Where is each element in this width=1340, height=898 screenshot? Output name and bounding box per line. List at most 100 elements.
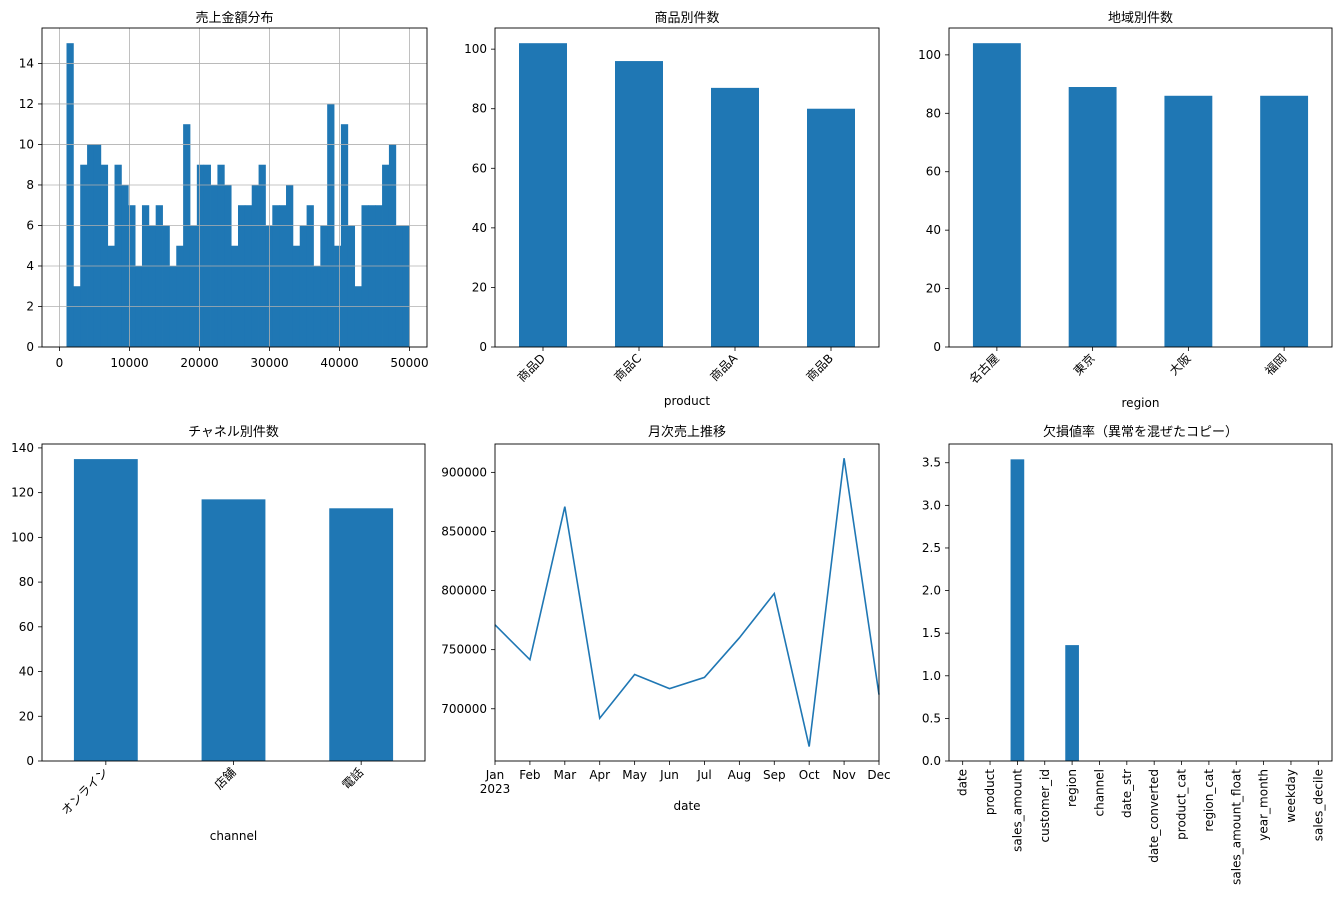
histogram-bar [93,144,102,347]
histogram-bar [128,205,136,347]
panel-sales-histogram: 売上金額分布 0 2 4 6 8 10 12 14 0 10000 20000 30000 40000 5… [19,10,429,370]
histogram-bar [107,245,115,347]
y-tick-label: 1.0 [922,669,941,683]
y-tick-label: 20 [472,280,487,294]
bar [1068,87,1117,347]
x-tick-label: Jul [696,768,711,782]
histogram-bar [334,245,342,347]
bar [1065,645,1079,761]
x-tick-label: region_cat [1202,769,1216,832]
x-tick-label: 10000 [110,356,148,370]
histogram-bar [244,205,253,347]
histogram-bar [141,205,150,347]
y-tick-label: 12 [19,97,34,111]
y-tick-label: 8 [26,178,34,192]
histogram-bar [402,225,410,347]
histogram-bar [306,205,314,347]
y-tick-label: 20 [926,282,941,296]
x-tick-label: 商品B [803,351,836,384]
histogram-bar [203,164,211,347]
axes-frame [948,27,1333,348]
y-tick-label: 750000 [441,643,487,657]
x-tick-label: Nov [832,768,855,782]
x-tick-label: Mar [553,768,576,782]
x-tick-label: Aug [728,768,751,782]
y-tick-label: 0 [479,340,487,354]
y-tick-label: 700000 [441,702,487,716]
chart-title: 売上金額分布 [195,10,273,26]
y-tick-label: 80 [472,102,487,116]
histogram-bar [196,164,205,347]
panel-monthly-sales: 月次売上推移 date 2023 700000 750000 800000 85000… [441,424,890,813]
axes-frame [494,27,880,348]
x-tick-label: date [956,769,970,796]
histogram-bar [217,164,225,347]
histogram-bar [100,164,109,347]
x-tick-label: Oct [799,768,820,782]
histogram-bar [183,124,191,347]
x-axis-label: date [673,799,700,813]
bar [1010,459,1025,761]
x-tick-label: 商品D [514,351,548,385]
y-tick-label: 14 [19,56,34,70]
x-tick-label: Jan [485,768,505,782]
y-tick-label: 40 [19,665,34,679]
x-tick-label: weekday [1284,769,1298,823]
bar [807,108,855,347]
bar [201,499,266,761]
y-tick-label: 60 [19,620,34,634]
y-tick-label: 3.0 [922,498,941,512]
y-tick-label: 60 [926,165,941,179]
x-tick-label: オンライン [59,765,111,817]
chart-title: 月次売上推移 [648,424,726,440]
chart-title: 欠損値率（異常を混ぜたコピー） [1043,424,1238,440]
histogram-bar [279,205,287,347]
plot-area: 700000 750000 800000 850000 900000 Jan Feb Mar A… [441,443,891,782]
histogram-bar [320,225,328,347]
panel-region-count: 地域別件数 region 0 20 40 60 80 100 名古屋 東京 大阪 福岡 [918,11,1333,410]
x-tick-label: 大阪 [1167,351,1194,378]
x-tick-label: 店舗 [212,765,239,792]
histogram-bar [395,225,404,347]
y-tick-label: 2.5 [922,541,941,555]
y-tick-label: 0 [26,340,34,354]
plot-area: 0 20 40 60 80 100 商品D 商品C 商品A 商品B [464,27,880,385]
plot-area: 0 2 4 6 8 10 12 14 0 10000 20000 30000 40000 50000 [19,27,429,370]
y-tick-label: 120 [11,486,34,500]
bar [1260,95,1309,348]
y-tick-label: 1.5 [922,626,941,640]
histogram-bar [265,225,273,347]
y-tick-label: 80 [19,575,34,589]
histogram-bar [189,225,198,347]
x-tick-label: Sep [763,768,786,782]
y-tick-label: 800000 [441,584,487,598]
histogram-bar [258,164,266,347]
y-tick-label: 3.5 [922,456,941,470]
bar [615,61,663,348]
histogram-bar [155,205,163,347]
bar [329,508,394,761]
x-tick-label: 福岡 [1262,351,1290,379]
histogram-bar [299,225,307,347]
y-tick-label: 850000 [441,524,487,538]
x-tick-label: channel [1092,769,1106,816]
x-tick-label: product [983,769,997,815]
x-tick-label: sales_amount_float [1229,769,1243,885]
histogram-bar [375,205,383,347]
x-tick-label: customer_id [1038,769,1052,842]
histogram-bar [148,225,157,347]
x-axis-label: region [1122,396,1160,410]
x-tick-label: 20000 [180,356,218,370]
x-tick-label: 50000 [390,356,428,370]
y-tick-label: 60 [472,161,487,175]
y-tick-label: 40 [472,221,487,235]
y-tick-label: 0.5 [922,711,941,725]
y-tick-label: 100 [464,42,487,56]
histogram-bar [347,225,356,347]
x-tick-label: 名古屋 [966,351,1002,387]
bar [519,43,567,347]
y-tick-label: 6 [26,218,34,232]
x-tick-label: 40000 [320,356,358,370]
histogram-bar [87,144,95,347]
histogram-bar [340,124,349,347]
